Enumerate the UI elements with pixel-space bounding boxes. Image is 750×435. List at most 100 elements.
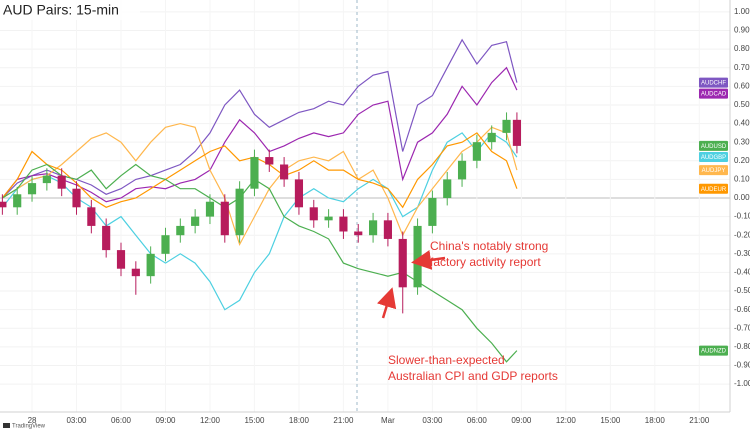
candle-body bbox=[27, 183, 37, 195]
series bbox=[1, 38, 518, 363]
x-tick-label: 09:00 bbox=[511, 416, 532, 425]
y-tick-label: 0.30% bbox=[734, 137, 750, 146]
candle-body bbox=[191, 216, 200, 226]
candle-body bbox=[294, 179, 304, 208]
candle-body bbox=[457, 160, 467, 180]
candle-body bbox=[324, 216, 333, 221]
y-tick-label: -0.10% bbox=[734, 212, 750, 221]
legend-tag bbox=[699, 140, 728, 151]
y-tick-label: 0.80% bbox=[734, 44, 750, 53]
candle-body bbox=[428, 197, 437, 226]
candle-body bbox=[339, 216, 348, 232]
legend-label: AUDNZD bbox=[701, 349, 727, 355]
candle-body bbox=[116, 250, 126, 269]
series-line bbox=[1, 38, 518, 199]
y-tick-label: 0.50% bbox=[734, 100, 750, 109]
x-tick-label: 15:00 bbox=[244, 416, 265, 425]
series-line bbox=[2, 122, 518, 247]
legend-tag bbox=[699, 88, 728, 99]
chart-title: AUD Pairs: 15-min bbox=[3, 2, 119, 18]
x-tick-label: 18:00 bbox=[289, 416, 310, 425]
x-tick-label: 03:00 bbox=[66, 416, 87, 425]
candle-body bbox=[176, 225, 185, 236]
candle-body bbox=[265, 157, 274, 165]
y-tick-label: 0.20% bbox=[734, 156, 750, 165]
candle-body bbox=[146, 253, 155, 277]
candle-body bbox=[354, 231, 363, 236]
y-tick-label: -0.30% bbox=[734, 249, 750, 258]
axes: 1.00% 0.90% 0.80% 0.70% 0.60% 0.50% 0.40% 0.30%… bbox=[28, 7, 750, 425]
annotation-text: Slower-than-expected bbox=[388, 353, 505, 367]
candle-body bbox=[398, 238, 407, 288]
candle-body bbox=[0, 201, 7, 208]
candle-body bbox=[472, 142, 481, 161]
candle-body bbox=[57, 175, 66, 189]
x-tick-label: Mar bbox=[381, 416, 395, 425]
candle-body bbox=[13, 194, 22, 208]
legend-tag bbox=[699, 152, 728, 163]
y-tick-label: -0.40% bbox=[734, 268, 750, 277]
candle-body bbox=[487, 132, 496, 143]
y-tick-label: 0.70% bbox=[734, 63, 750, 72]
series-line bbox=[2, 163, 518, 363]
y-tick-label: 0.10% bbox=[734, 174, 750, 183]
candle-body bbox=[131, 268, 140, 277]
candle-body bbox=[205, 201, 215, 217]
x-tick-label: 28 bbox=[28, 416, 37, 425]
candle-body bbox=[443, 179, 452, 198]
y-tick-label: -0.80% bbox=[734, 342, 750, 351]
candle-body bbox=[161, 235, 170, 254]
source: TradingView bbox=[12, 424, 46, 430]
y-tick-label: 0.60% bbox=[734, 81, 750, 90]
legend-tag bbox=[699, 183, 728, 194]
legend-tag bbox=[699, 345, 728, 356]
x-tick-label: 21:00 bbox=[333, 416, 354, 425]
x-tick-label: 12:00 bbox=[556, 416, 577, 425]
annotation-text: factory activity report bbox=[430, 255, 541, 269]
y-tick-label: -0.70% bbox=[734, 323, 750, 332]
y-tick-label: 0.40% bbox=[734, 119, 750, 128]
series-line bbox=[1, 132, 518, 209]
candle-body bbox=[280, 164, 289, 180]
y-tick-label: -0.60% bbox=[734, 305, 750, 314]
candle-body bbox=[309, 207, 318, 221]
x-tick-label: 18:00 bbox=[645, 416, 666, 425]
legend-label: AUDCAD bbox=[701, 92, 727, 98]
x-tick-label: 12:00 bbox=[200, 416, 221, 425]
x-tick-label: 06:00 bbox=[111, 416, 132, 425]
y-tick-label: -0.90% bbox=[734, 361, 750, 370]
legend-tag bbox=[699, 77, 728, 88]
x-tick-label: 06:00 bbox=[467, 416, 488, 425]
candle-body bbox=[502, 119, 511, 133]
candle-body bbox=[87, 207, 96, 226]
legend-label: AUDEUR bbox=[701, 187, 727, 193]
legend-label: AUDCHF bbox=[701, 81, 726, 87]
candle-body bbox=[102, 225, 111, 251]
title-bg bbox=[0, 0, 140, 20]
legend-tag bbox=[699, 165, 728, 176]
candle-body bbox=[512, 119, 521, 146]
logo-icon bbox=[3, 423, 10, 428]
legend-label: AUDGBP bbox=[701, 155, 726, 161]
annotation-arrow bbox=[411, 250, 446, 270]
x-tick-label: 21:00 bbox=[689, 416, 710, 425]
legend-label: AUDUSD bbox=[701, 144, 727, 150]
y-tick-label: 0.90% bbox=[734, 26, 750, 35]
y-tick-label: 0.00% bbox=[734, 193, 750, 202]
y-tick-label: -0.20% bbox=[734, 230, 750, 239]
candle-body bbox=[220, 201, 229, 236]
candle-body bbox=[235, 188, 244, 236]
candle-body bbox=[369, 220, 378, 236]
annotation-arrow bbox=[377, 287, 397, 319]
y-tick-label: -0.50% bbox=[734, 286, 750, 295]
y-tick-label: 1.00% bbox=[734, 7, 750, 16]
annotation-text: Australian CPI and GDP reports bbox=[388, 369, 558, 383]
candle-body bbox=[42, 175, 51, 184]
annotation-text: China's notably strong bbox=[430, 239, 548, 253]
x-tick-label: 09:00 bbox=[155, 416, 176, 425]
x-tick-label: 15:00 bbox=[600, 416, 621, 425]
y-tick-label: -1.00% bbox=[734, 379, 750, 388]
candle-body bbox=[72, 188, 81, 208]
